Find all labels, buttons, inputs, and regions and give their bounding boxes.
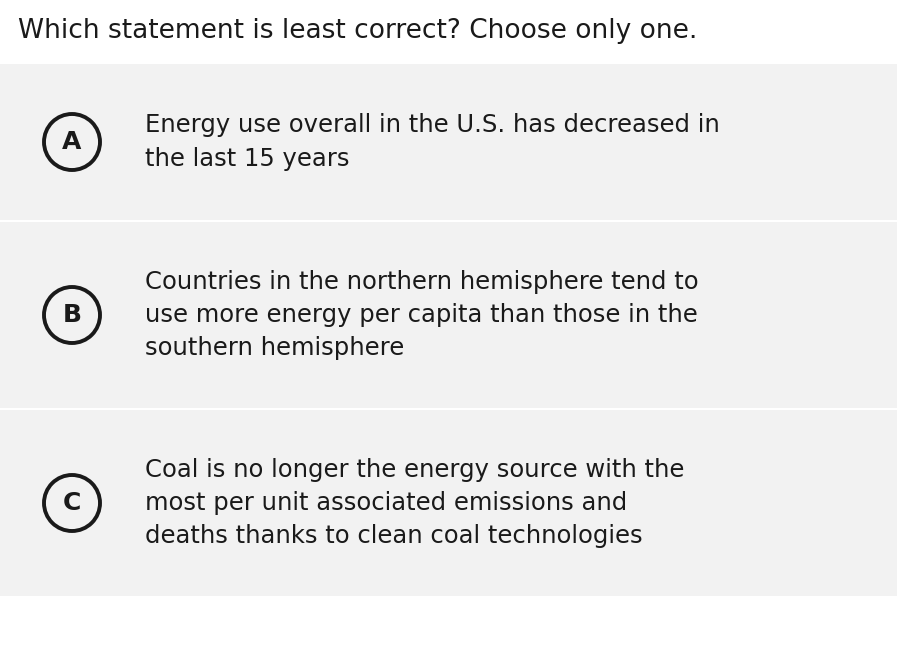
Text: Coal is no longer the energy source with the
most per unit associated emissions : Coal is no longer the energy source with…	[145, 458, 684, 549]
FancyBboxPatch shape	[0, 64, 897, 220]
Text: Which statement is least correct? Choose only one.: Which statement is least correct? Choose…	[18, 18, 697, 44]
Text: A: A	[62, 130, 82, 154]
Circle shape	[44, 287, 100, 343]
Text: Countries in the northern hemisphere tend to
use more energy per capita than tho: Countries in the northern hemisphere ten…	[145, 270, 699, 360]
Text: Energy use overall in the U.S. has decreased in
the last 15 years: Energy use overall in the U.S. has decre…	[145, 113, 719, 170]
Text: C: C	[63, 491, 82, 515]
Text: B: B	[63, 303, 82, 327]
FancyBboxPatch shape	[0, 410, 897, 596]
Circle shape	[44, 114, 100, 170]
Circle shape	[44, 475, 100, 531]
FancyBboxPatch shape	[0, 222, 897, 408]
